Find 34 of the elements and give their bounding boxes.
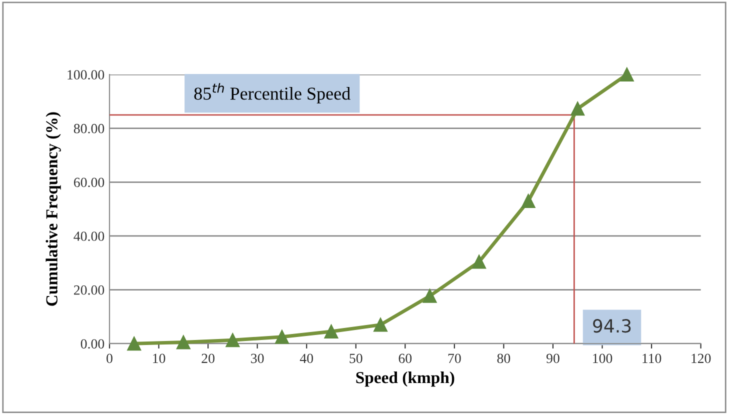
x-tick-label: 40 [300,354,314,364]
x-tick-label: 0 [106,354,112,364]
y-tick-label: 40.00 [74,232,104,241]
y-axis-title: Cumulative Frequency (%) [46,112,61,306]
point [176,335,190,350]
ref-line-label: 94.3 [593,319,631,333]
x-tick-label: 70 [448,354,461,364]
y-tick-label: 0.00 [80,339,104,349]
x-tick-label: 30 [251,354,264,364]
point [324,324,338,338]
point [275,330,289,344]
x-tick-label: 100 [593,354,612,364]
x-tick-label: 50 [350,354,362,364]
point [127,336,142,351]
y-tick-label: 60.00 [74,178,104,188]
y-tick-label: 20.00 [74,285,104,295]
point [570,102,585,116]
point [472,254,486,269]
ref-line-label: 85$^{th}$ Percentile Speed [194,83,350,104]
x-tick-label: 90 [546,354,560,364]
x-tick-label: 20 [202,354,214,364]
x-tick-label: 120 [692,354,711,364]
point [521,194,536,208]
x-axis-title: Speed (kmph) [356,371,454,387]
point [226,333,240,348]
y-tick-label: 100.00 [68,70,104,80]
point [620,68,634,82]
x-tick-label: 110 [642,354,662,364]
x-tick-label: 10 [153,354,166,364]
point [422,289,437,303]
x-tick-label: 80 [497,354,510,364]
y-tick-label: 80.00 [74,124,104,134]
point [374,318,388,332]
x-tick-label: 60 [398,354,412,364]
